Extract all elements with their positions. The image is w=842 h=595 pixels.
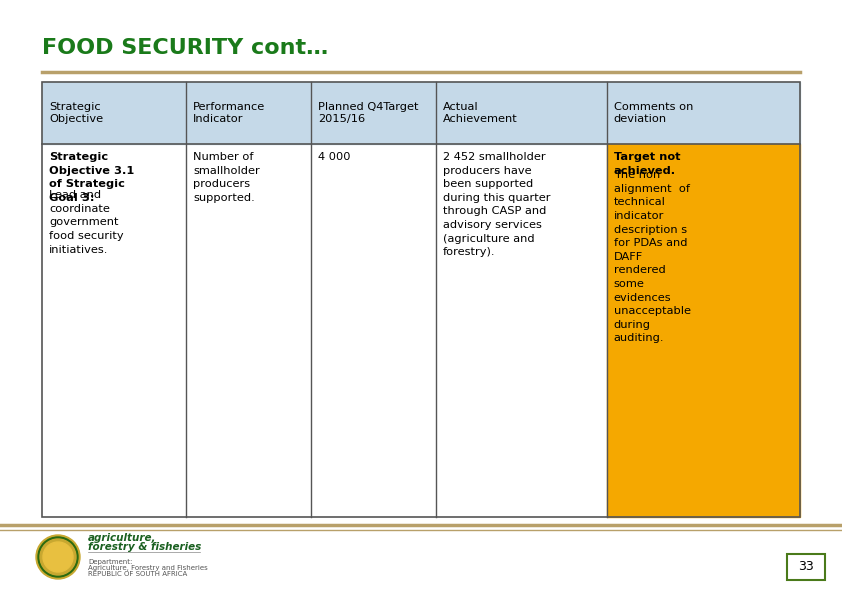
Text: 2 452 smallholder
producers have
been supported
during this quarter
through CASP: 2 452 smallholder producers have been su…	[443, 152, 551, 257]
Text: The non
alignment  of
technical
indicator
description s
for PDAs and
DAFF
render: The non alignment of technical indicator…	[614, 170, 690, 343]
Circle shape	[43, 542, 73, 572]
Circle shape	[40, 539, 76, 575]
Circle shape	[36, 535, 80, 579]
Text: REPUBLIC OF SOUTH AFRICA: REPUBLIC OF SOUTH AFRICA	[88, 571, 187, 577]
Text: Target not
achieved.: Target not achieved.	[614, 152, 680, 176]
Text: 33: 33	[798, 560, 814, 574]
Text: FOOD SECURITY cont…: FOOD SECURITY cont…	[42, 38, 328, 58]
Text: forestry & fisheries: forestry & fisheries	[88, 542, 201, 552]
Text: Performance
Indicator: Performance Indicator	[193, 102, 265, 124]
Text: Number of
smallholder
producers
supported.: Number of smallholder producers supporte…	[193, 152, 260, 203]
Text: Comments on
deviation: Comments on deviation	[614, 102, 693, 124]
Bar	[42, 82, 800, 144]
Bar	[607, 144, 800, 517]
Bar	[787, 554, 825, 580]
Text: Strategic
Objective: Strategic Objective	[49, 102, 103, 124]
Text: Agriculture, Forestry and Fisheries: Agriculture, Forestry and Fisheries	[88, 565, 208, 571]
Text: Actual
Achievement: Actual Achievement	[443, 102, 518, 124]
Circle shape	[38, 537, 78, 577]
Text: Planned Q4Target
2015/16: Planned Q4Target 2015/16	[318, 102, 418, 124]
Text: Lead and
coordinate
government
food security
initiatives.: Lead and coordinate government food secu…	[49, 190, 124, 255]
Text: Strategic
Objective 3.1
of Strategic
Goal 3:: Strategic Objective 3.1 of Strategic Goa…	[49, 152, 134, 203]
Text: Department:: Department:	[88, 559, 132, 565]
Text: agriculture,: agriculture,	[88, 533, 157, 543]
Bar	[42, 82, 800, 517]
Text: 4 000: 4 000	[318, 152, 350, 162]
